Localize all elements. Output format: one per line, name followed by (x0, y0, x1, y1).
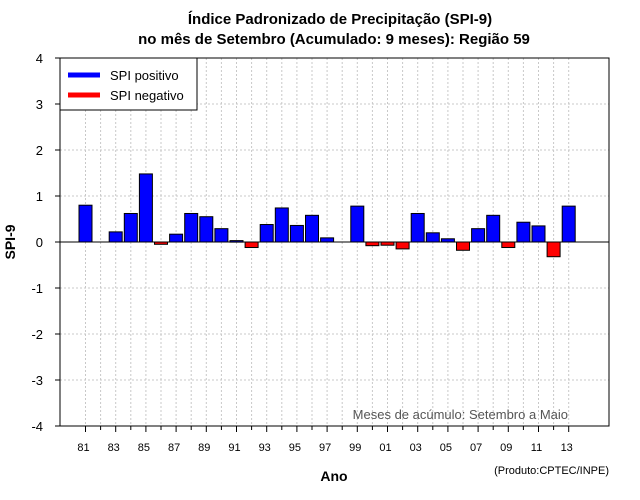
x-tick-label: 01 (379, 442, 391, 454)
bar-1993 (259, 224, 274, 243)
y-tick-label: 2 (36, 143, 43, 158)
bar-1994 (274, 207, 289, 243)
source-label: (Produto:CPTEC/INPE) (494, 465, 609, 477)
chart-title-line1: Índice Padronizado de Precipitação (SPI-… (188, 11, 492, 28)
bar-1989 (199, 216, 214, 243)
x-tick-label: 95 (289, 442, 301, 454)
x-tick-label: 93 (259, 442, 271, 454)
x-tick-label: 85 (138, 442, 150, 454)
bar-2006 (456, 241, 470, 251)
y-tick-label: 4 (36, 51, 43, 66)
bar-series (78, 173, 576, 258)
bar-2012 (546, 241, 561, 258)
x-tick-label: 11 (531, 442, 542, 454)
x-tick-label: 97 (319, 442, 331, 454)
x-tick-label: 89 (198, 442, 210, 454)
x-axis: 81 83 85 87 89 91 93 95 97 99 01 03 05 07 09 11 13 (77, 426, 573, 454)
bar-2004 (425, 232, 440, 243)
y-axis: -4 -3 -2 -1 0 1 2 3 4 (31, 51, 60, 434)
bar-2011 (531, 225, 546, 243)
bar-1997 (320, 237, 335, 243)
legend-label-negative: SPI negativo (110, 88, 184, 103)
x-tick-label: 81 (77, 442, 89, 454)
bar-2008 (486, 214, 501, 243)
legend-box (59, 57, 198, 111)
y-tick-label: 3 (36, 97, 43, 112)
bar-1996 (305, 214, 319, 243)
bar-1984 (123, 212, 138, 243)
y-tick-label: 0 (36, 235, 43, 250)
bar-2010 (516, 221, 531, 243)
bar-2002 (395, 241, 410, 250)
x-tick-label: 87 (168, 442, 180, 454)
bar-1987 (169, 233, 184, 243)
y-tick-label: -4 (31, 419, 43, 434)
bar-1988 (184, 212, 199, 243)
x-tick-label: 91 (228, 442, 240, 454)
bar-2003 (410, 212, 425, 243)
y-tick-label: -3 (31, 373, 43, 388)
bar-2000 (365, 241, 380, 247)
x-tick-label: 05 (440, 442, 452, 454)
legend-label-positive: SPI positivo (110, 68, 179, 83)
y-tick-label: -1 (31, 281, 43, 296)
bar-2009 (501, 241, 516, 249)
y-axis-label: SPI-9 (2, 224, 18, 259)
x-tick-label: 03 (410, 442, 422, 454)
bar-1992 (244, 241, 259, 249)
bar-1981 (78, 204, 93, 243)
x-tick-label: 83 (108, 442, 120, 454)
y-tick-label: -2 (31, 327, 43, 342)
bar-2013 (561, 205, 576, 243)
x-axis-label: Ano (320, 468, 347, 484)
x-tick-label: 09 (500, 442, 512, 454)
bar-1983 (108, 231, 123, 243)
bar-1995 (289, 224, 304, 243)
accumulation-annotation: Meses de acúmulo: Setembro a Maio (353, 407, 568, 422)
x-tick-label: 13 (561, 442, 573, 454)
bar-2007 (471, 228, 486, 243)
legend: SPI positivo SPI negativo (59, 57, 198, 111)
x-tick-label: 99 (349, 442, 361, 454)
bar-1985 (138, 173, 153, 243)
x-tick-label: 07 (470, 442, 482, 454)
y-tick-label: 1 (36, 189, 43, 204)
bar-1999 (350, 205, 365, 243)
bar-1990 (214, 228, 229, 243)
chart-title-line2: no mês de Setembro (Acumulado: 9 meses):… (138, 31, 530, 48)
